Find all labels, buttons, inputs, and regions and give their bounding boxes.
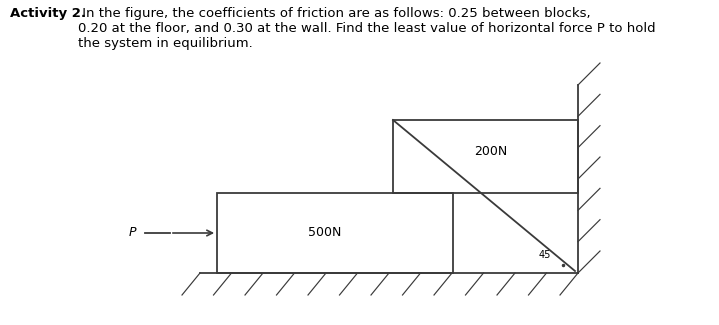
Text: Activity 2.: Activity 2. [10, 7, 86, 20]
Text: 45: 45 [539, 250, 551, 260]
Bar [217, 193, 453, 273]
Text: 200N: 200N [474, 145, 507, 158]
Text: P: P [128, 226, 136, 239]
Bar [393, 120, 578, 193]
Text: 500N: 500N [308, 227, 342, 240]
Text: In the figure, the coefficients of friction are as follows: 0.25 between blocks,: In the figure, the coefficients of frict… [78, 7, 656, 50]
